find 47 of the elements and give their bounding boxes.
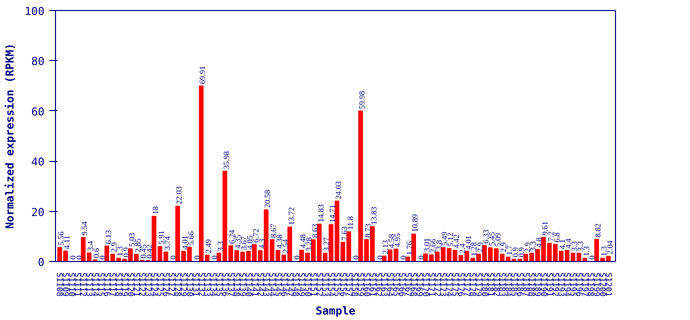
data-label: 2.49 (204, 239, 214, 254)
data-label: 69.91 (198, 66, 208, 84)
y-tick-label: 0 (38, 256, 44, 269)
data-label: 0 (292, 256, 302, 260)
data-label: 14.71 (328, 204, 338, 223)
y-tick-label: 20 (31, 206, 45, 219)
y-tick-label: 60 (31, 105, 45, 118)
data-label: 20.58 (263, 190, 272, 208)
data-label: 6.13 (104, 230, 113, 244)
data-label: 8.73 (363, 224, 372, 238)
data-label: 8.63 (310, 224, 320, 238)
data-label: 1.76 (404, 241, 414, 256)
data-label: 0 (98, 256, 107, 260)
data-label: 8.82 (594, 223, 603, 238)
y-axis-title: Normalized expression (RPKM) (4, 43, 17, 229)
data-label: 24.03 (334, 181, 343, 200)
data-label: 0 (398, 256, 408, 260)
data-label: 18 (151, 206, 160, 214)
data-label: 5.66 (186, 231, 196, 246)
data-label: 0.9 (122, 247, 131, 258)
data-label: 13.72 (286, 207, 296, 226)
data-label: 0 (588, 256, 597, 260)
data-label: 0 (192, 256, 202, 260)
data-label: 0 (416, 256, 426, 260)
data-label: 35.98 (222, 151, 231, 170)
data-label: 10.89 (410, 214, 420, 232)
y-tick-label: 100 (24, 5, 45, 18)
data-label: 0 (352, 256, 361, 260)
y-tick-label: 40 (31, 156, 45, 169)
data-label: 4.95 (392, 233, 402, 248)
data-label: 4.11 (62, 235, 72, 250)
data-label: 59.98 (358, 90, 367, 109)
data-label: 9.54 (80, 222, 90, 236)
data-label: 13.83 (369, 206, 378, 225)
data-label: 22.03 (174, 186, 184, 204)
data-label: 3.28 (304, 237, 314, 252)
data-label: 14.83 (316, 204, 326, 222)
data-label: 2.04 (605, 240, 614, 254)
data-label: 3.3 (216, 241, 225, 252)
data-label: 0 (375, 256, 384, 260)
data-label: 0 (168, 256, 178, 260)
data-label: 0.42 (145, 244, 154, 258)
data-label: 0 (210, 256, 220, 260)
x-axis-title: Sample (316, 304, 356, 318)
data-label: 2.9 (476, 242, 485, 252)
y-tick-label: 80 (31, 55, 45, 68)
data-label: 3.27 (322, 237, 332, 252)
